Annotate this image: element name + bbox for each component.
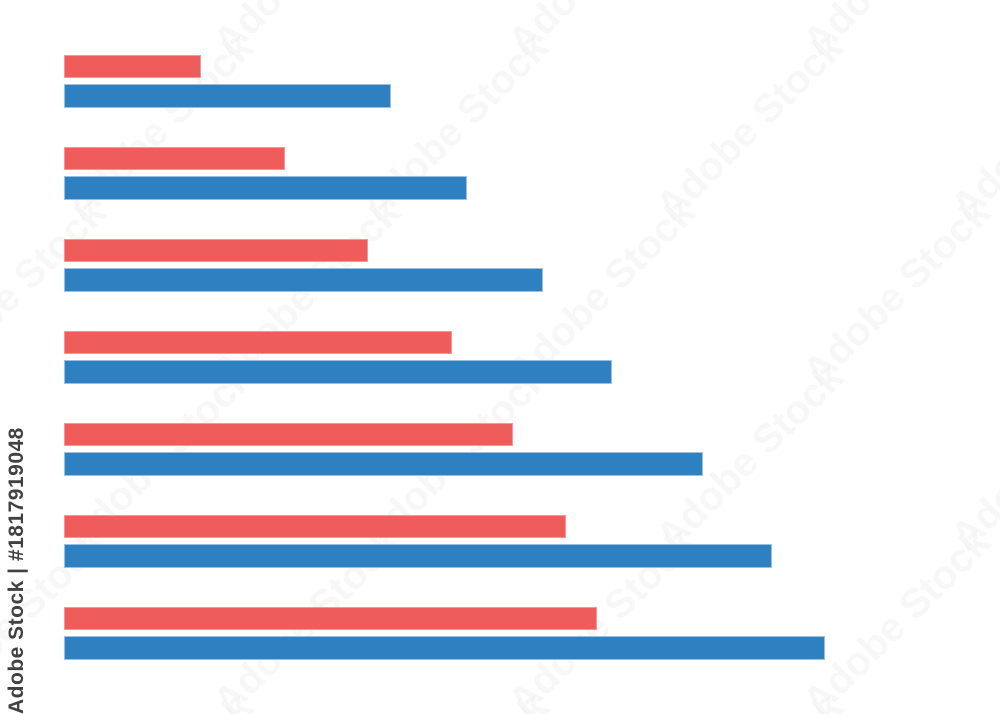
adobe-stock-diagonal-watermark: Adobe Stock [353, 685, 558, 714]
red-bar-group-4 [64, 331, 452, 354]
red-bar-group-3 [64, 239, 368, 262]
adobe-stock-diagonal-watermark: Adobe Stock [205, 0, 410, 65]
adobe-stock-diagonal-watermark: Adobe Stock [794, 190, 999, 395]
adobe-stock-diagonal-watermark: Adobe Stock [943, 685, 1000, 714]
adobe-stock-diagonal-watermark: Adobe Stock [648, 685, 853, 714]
adobe-stock-diagonal-watermark: Adobe Stock [794, 520, 999, 714]
red-bar-group-7 [64, 607, 597, 630]
red-bar-group-1 [64, 55, 201, 78]
adobe-stock-diagonal-watermark: Adobe Stock [795, 0, 1000, 65]
adobe-stock-diagonal-watermark: Adobe Stock [942, 25, 1000, 230]
adobe-stock-diagonal-watermark: Adobe Stock [647, 25, 852, 230]
red-bar-group-6 [64, 515, 566, 538]
red-bar-group-5 [64, 423, 513, 446]
adobe-stock-diagonal-watermark: Adobe Stock [500, 0, 705, 65]
blue-bar-group-4 [64, 360, 612, 384]
blue-bar-group-5 [64, 452, 703, 476]
adobe-stock-diagonal-watermark: Adobe Stock [58, 685, 263, 714]
adobe-stock-diagonal-watermark: Adobe Stock [942, 355, 1000, 560]
blue-bar-group-3 [64, 268, 543, 292]
blue-bar-group-6 [64, 544, 772, 568]
adobe-stock-id-watermark: Adobe Stock | #1817919048 [5, 427, 28, 714]
red-bar-group-2 [64, 147, 285, 170]
blue-bar-group-7 [64, 636, 825, 660]
blue-bar-group-1 [64, 84, 391, 108]
blue-bar-group-2 [64, 176, 467, 200]
